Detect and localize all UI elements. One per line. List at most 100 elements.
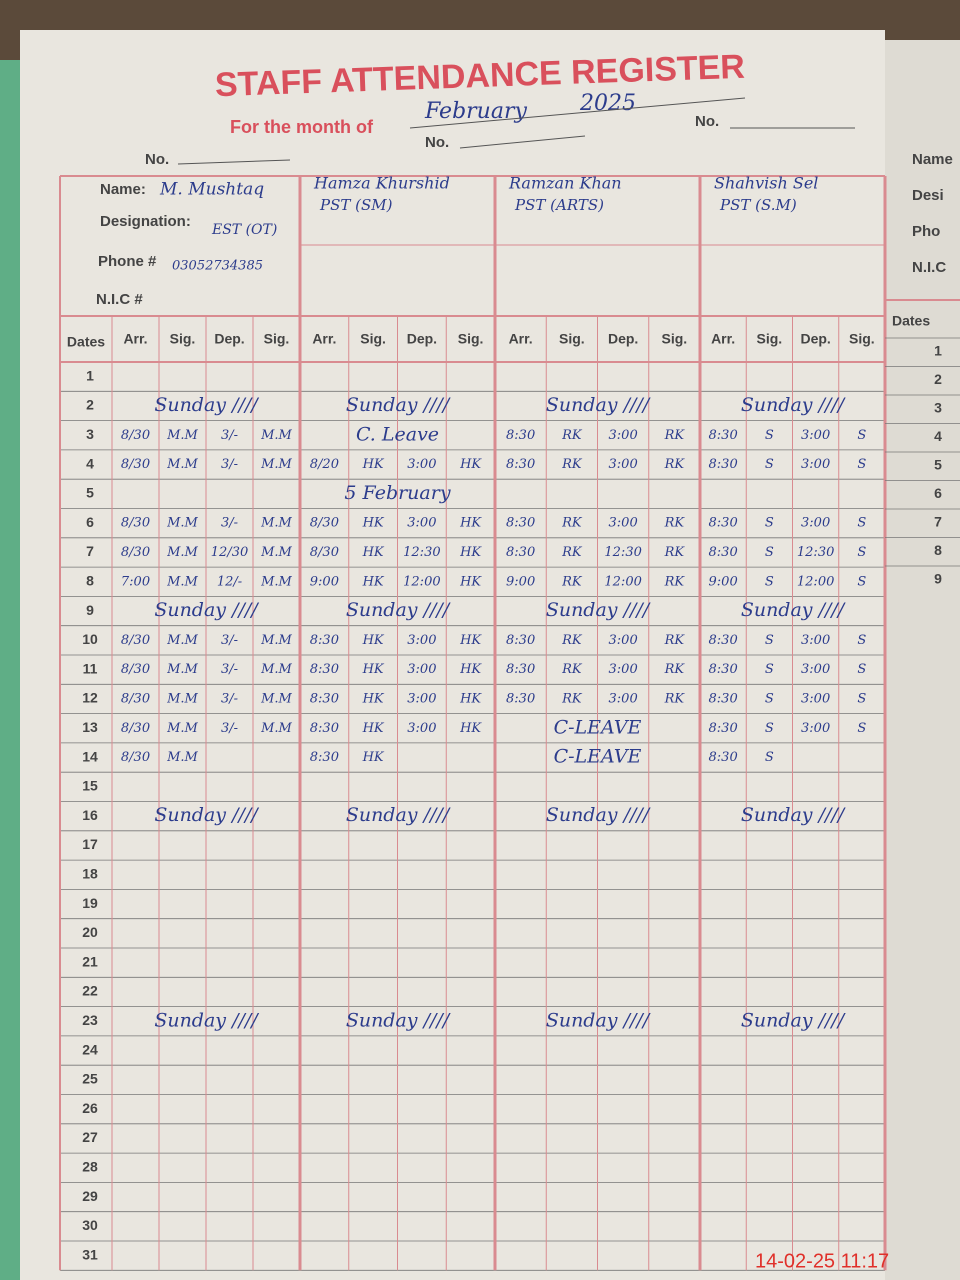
entry-cell: 8/30 — [121, 516, 150, 531]
date: 23 — [82, 1012, 98, 1028]
entry-cell: 8/30 — [310, 545, 339, 560]
entry-cell: S — [857, 574, 866, 589]
right-date: 6 — [934, 485, 942, 501]
right-date: 2 — [934, 371, 942, 387]
entry-cell: 3:00 — [407, 721, 436, 736]
entry-note: Sunday //// — [346, 599, 451, 621]
entry-cell: M.M — [166, 428, 198, 443]
entry-cell: M.M — [260, 691, 292, 706]
entry-cell: 9:00 — [506, 574, 535, 589]
entry-cell: 8:30 — [506, 662, 535, 677]
entry-note: Sunday //// — [154, 599, 259, 621]
date: 15 — [82, 778, 98, 794]
entry-cell: 8:30 — [506, 691, 535, 706]
entry-cell: 8/30 — [121, 428, 150, 443]
entry-cell: 3:00 — [609, 633, 638, 648]
column-header: Arr. — [312, 331, 336, 347]
entry-cell: 7:00 — [121, 574, 150, 589]
right-date: 9 — [934, 571, 942, 587]
entry-cell: S — [857, 633, 866, 648]
entry-cell: RK — [561, 633, 583, 648]
entry-note: Sunday //// — [154, 394, 259, 416]
entry-cell: HK — [362, 721, 385, 736]
right-date: 8 — [934, 542, 942, 558]
staff-name: M. Mushtaq — [159, 180, 264, 200]
entry-cell: RK — [664, 633, 686, 648]
column-header: Dep. — [214, 331, 244, 347]
entry-cell: S — [857, 691, 866, 706]
entry-cell: M.M — [260, 516, 292, 531]
entry-cell: 3:00 — [407, 516, 436, 531]
entry-cell: 3/- — [221, 721, 238, 736]
entry-cell: S — [765, 750, 774, 765]
entry-cell: 12:00 — [797, 574, 834, 589]
entry-cell: S — [765, 428, 774, 443]
entry-note: Sunday //// — [546, 394, 651, 416]
right-date: 7 — [934, 514, 942, 530]
entry-cell: 3/- — [221, 633, 238, 648]
entry-cell: HK — [459, 574, 482, 589]
column-header: Sig. — [757, 331, 783, 347]
entry-cell: 8:30 — [709, 633, 738, 648]
entry-cell: RK — [664, 457, 686, 472]
date: 31 — [82, 1246, 98, 1262]
entry-cell: HK — [459, 545, 482, 560]
column-header: Arr. — [123, 331, 147, 347]
nic-label: N.I.C # — [96, 291, 143, 308]
entry-cell: HK — [362, 457, 385, 472]
date: 6 — [86, 514, 94, 530]
entry-cell: 8:30 — [709, 662, 738, 677]
column-header: Dep. — [800, 331, 830, 347]
entry-cell: S — [765, 457, 774, 472]
entry-note: Sunday //// — [546, 1009, 651, 1031]
entry-cell: RK — [664, 428, 686, 443]
entry-cell: 12:30 — [604, 545, 641, 560]
entry-note: Sunday //// — [546, 804, 651, 826]
entry-cell: 8/30 — [121, 545, 150, 560]
column-header: Sig. — [170, 331, 196, 347]
entry-cell: 3:00 — [801, 428, 830, 443]
entry-cell: RK — [561, 457, 583, 472]
date: 18 — [82, 865, 98, 881]
entry-cell: RK — [664, 574, 686, 589]
entry-cell: M.M — [260, 633, 292, 648]
date: 1 — [86, 367, 94, 383]
entry-cell: 8/30 — [121, 662, 150, 677]
staff-designation: PST (S.M) — [719, 196, 797, 214]
entry-cell: S — [857, 457, 866, 472]
entry-cell: RK — [561, 691, 583, 706]
right-date: 4 — [934, 428, 942, 444]
entry-cell: M.M — [260, 457, 292, 472]
entry-cell: RK — [561, 516, 583, 531]
column-header: Sig. — [264, 331, 290, 347]
entry-cell: 12/- — [217, 574, 242, 589]
month: February — [424, 99, 527, 124]
entry-note: Sunday //// — [154, 804, 259, 826]
entry-cell: HK — [362, 750, 385, 765]
entry-cell: M.M — [260, 545, 292, 560]
entry-cell: 8:30 — [709, 750, 738, 765]
entry-cell: 12/30 — [211, 545, 248, 560]
entry-cell: M.M — [166, 457, 198, 472]
entry-cell: 9:00 — [310, 574, 339, 589]
date: 17 — [82, 836, 98, 852]
entry-cell: S — [765, 662, 774, 677]
entry-cell: 3:00 — [801, 691, 830, 706]
entry-cell: 3/- — [221, 691, 238, 706]
entry-cell: S — [765, 691, 774, 706]
entry-cell: M.M — [166, 662, 198, 677]
entry-note: Sunday //// — [346, 804, 451, 826]
column-header: Sig. — [662, 331, 688, 347]
entry-cell: S — [765, 574, 774, 589]
staff-name: Hamza Khurshid — [313, 174, 450, 193]
entry-cell: HK — [362, 574, 385, 589]
date: 25 — [82, 1071, 98, 1087]
date: 4 — [86, 455, 94, 471]
entry-cell: M.M — [260, 574, 292, 589]
entry-cell: 8:30 — [709, 691, 738, 706]
column-header: Sig. — [360, 331, 386, 347]
entry-cell: RK — [561, 545, 583, 560]
no-label: No. — [145, 151, 169, 168]
timestamp: 14-02-25 11:17 — [755, 1250, 889, 1272]
